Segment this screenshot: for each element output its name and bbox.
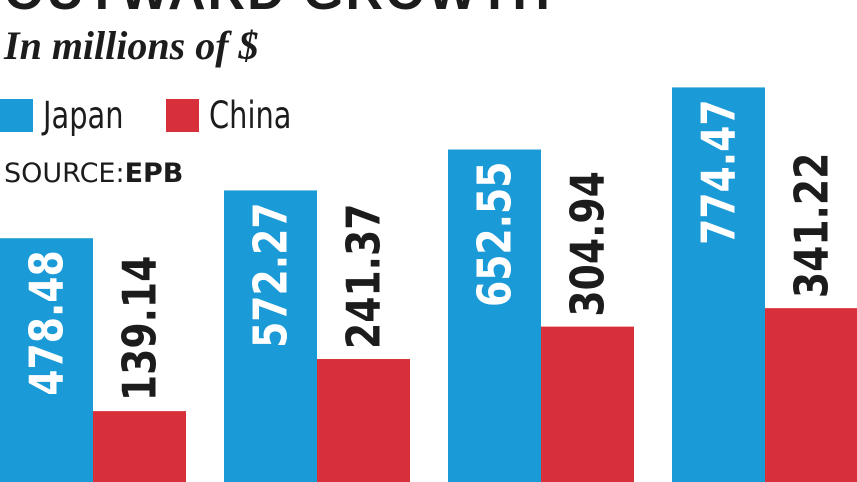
data-label-japan-1: 478.48 (20, 250, 74, 396)
data-label-china-1: 139.14 (113, 256, 167, 402)
bar-china-1 (93, 411, 186, 482)
source-value: EPB (124, 158, 184, 189)
bar-japan-3 (448, 149, 541, 482)
bar-japan-4 (672, 87, 765, 482)
chart-title: OUTWARD GROWTH (4, 0, 552, 22)
data-label-china-4: 341.22 (785, 153, 839, 299)
source-label: SOURCE: (4, 158, 125, 189)
bar-china-2 (317, 359, 410, 482)
data-label-japan-3: 652.55 (468, 162, 522, 308)
data-label-china-2: 241.37 (337, 204, 391, 350)
legend: Japan China (0, 90, 335, 140)
chart-subtitle: In millions of $ (4, 23, 259, 68)
bar-china-3 (541, 326, 634, 482)
data-label-china-3: 304.94 (561, 171, 615, 317)
legend-swatch-china (166, 98, 200, 132)
legend-item-japan: Japan (0, 94, 146, 137)
data-label-japan-4: 774.47 (692, 99, 746, 245)
bar-japan-1 (0, 238, 93, 482)
legend-label-china: China (209, 93, 292, 137)
legend-label-japan: Japan (43, 93, 124, 137)
legend-swatch-japan (0, 98, 33, 132)
source-note: SOURCE:EPB (4, 158, 183, 189)
data-label-japan-2: 572.27 (244, 202, 298, 348)
bar-china-4 (765, 308, 857, 482)
legend-item-china: China (166, 94, 315, 137)
bar-japan-2 (224, 190, 317, 482)
